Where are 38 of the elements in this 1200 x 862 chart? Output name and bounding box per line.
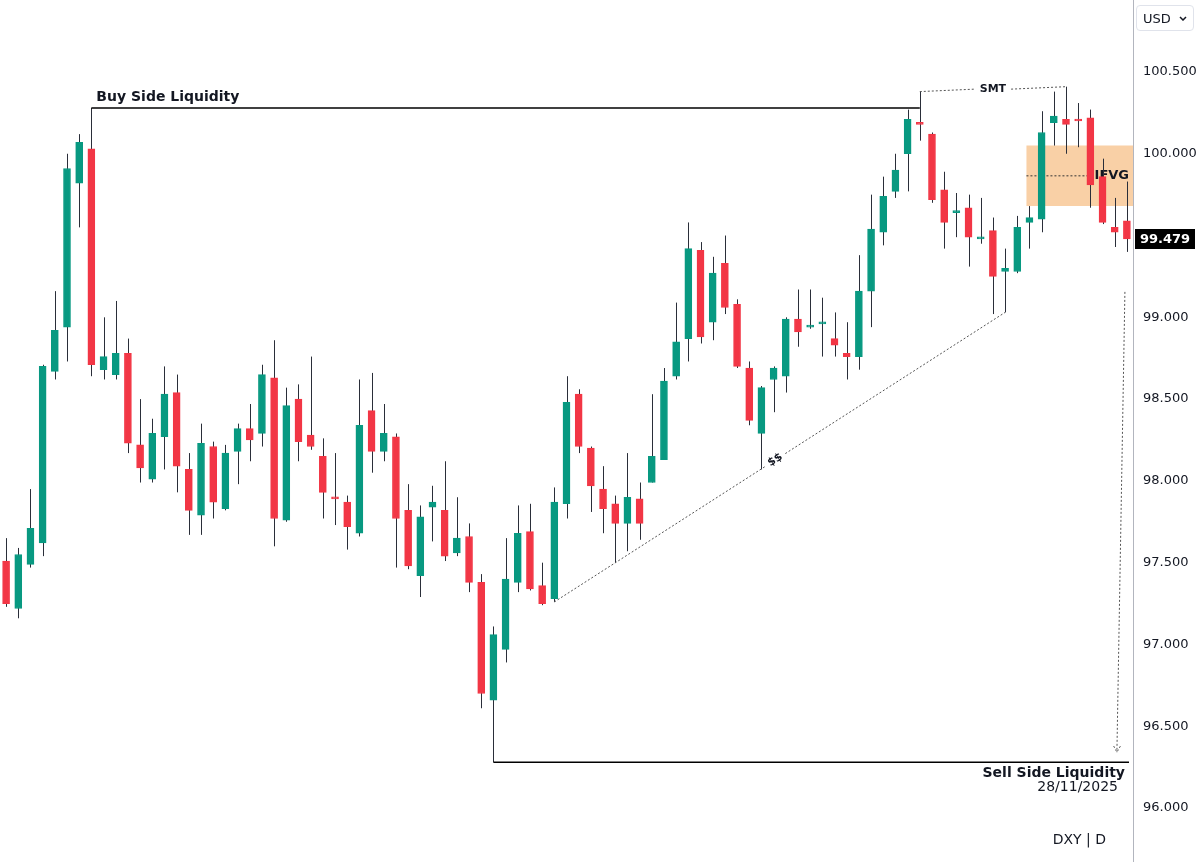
y-tick-label: 96.500 xyxy=(1143,717,1189,733)
candlestick xyxy=(915,91,924,142)
y-tick-label: 100.000 xyxy=(1143,145,1197,161)
ref-line-label: Sell Side Liquidity xyxy=(982,763,1125,780)
ref-line-label: Buy Side Liquidity xyxy=(96,87,240,104)
y-tick-label: 97.500 xyxy=(1143,554,1189,570)
annotation: DXY | D xyxy=(1052,830,1106,848)
candlestick xyxy=(1001,248,1009,313)
annotation: $$ xyxy=(764,449,785,470)
candlestick xyxy=(111,300,120,380)
candlestick xyxy=(794,289,802,348)
candlestick xyxy=(952,192,961,238)
candlestick xyxy=(1025,205,1034,250)
y-tick-label: 98.000 xyxy=(1143,472,1189,488)
y-axis-title: USD xyxy=(1143,10,1171,26)
y-tick-label: 100.500 xyxy=(1143,63,1197,79)
candlestick xyxy=(233,423,242,485)
y-tick-label: 97.000 xyxy=(1143,635,1189,651)
candlestick xyxy=(379,403,388,462)
candlestick xyxy=(611,495,620,564)
candlestick xyxy=(343,495,352,551)
annotation: SMT xyxy=(979,82,1007,95)
candlestick xyxy=(136,398,144,484)
y-tick-label: 98.500 xyxy=(1143,390,1189,406)
y-tick-label: 99.000 xyxy=(1143,308,1189,324)
candlestick xyxy=(538,562,546,606)
candlestick xyxy=(245,403,254,462)
candlestick xyxy=(842,321,851,380)
candlestick xyxy=(1062,86,1070,155)
candlestick xyxy=(1049,91,1058,147)
candlestick xyxy=(1110,197,1119,248)
candlestick xyxy=(453,496,461,557)
candlestick xyxy=(1123,181,1131,253)
y-tick-label: 96.000 xyxy=(1143,799,1189,815)
text: 99.479 xyxy=(1139,231,1191,247)
candlestick xyxy=(599,465,607,534)
candlestick xyxy=(976,197,985,245)
candlestick xyxy=(99,316,108,380)
